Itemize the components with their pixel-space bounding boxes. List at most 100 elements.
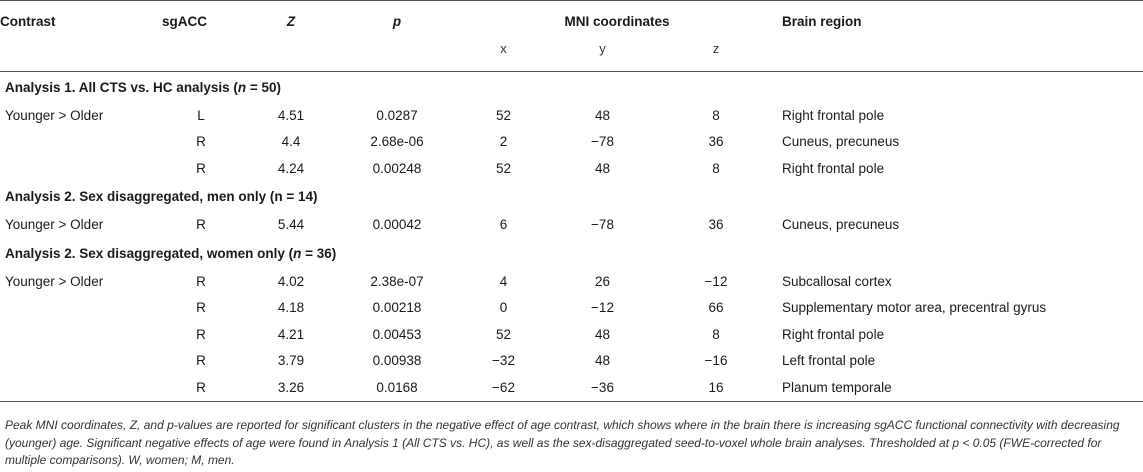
cell-sgacc: L [197, 107, 205, 123]
cell-p-value: 0.00248 [372, 160, 422, 176]
cell-z-score: 4.02 [277, 273, 305, 289]
section-title-prefix: Analysis 2. Sex disaggregated, women onl… [5, 245, 294, 261]
cell-sgacc: R [162, 374, 240, 402]
cell-p-value: 0.00218 [372, 300, 422, 316]
cell-x: 2 [499, 134, 508, 150]
cell-x: 52 [495, 160, 512, 176]
cell-z-score: 4.18 [277, 300, 305, 316]
cell-brain-region: Subcallosal cortex [782, 273, 892, 289]
section-title-suffix: = 50) [246, 79, 281, 95]
cell-z-score: 4.21 [277, 326, 305, 342]
section-header: Analysis 1. All CTS vs. HC analysis (n =… [0, 72, 1143, 103]
cell-brain-region: Cuneus, precuneus [782, 134, 900, 150]
header-z-coordinate: z [650, 41, 783, 72]
cell-contrast [0, 321, 162, 348]
cell-contrast [0, 348, 162, 375]
cell-y: −36 [555, 374, 650, 402]
cell-z-coordinate: −16 [704, 353, 728, 369]
table-row: Younger > Older L 4.51 0.0287 52 48 8 Right fro… [0, 102, 1143, 129]
section-title-suffix: = 36) [301, 245, 337, 261]
cell-y: 48 [594, 353, 611, 369]
cell-z-score: 3.79 [277, 353, 305, 369]
table-row: R 4.18 0.00218 0 −12 66 Supplementary motor ar… [0, 295, 1143, 322]
cell-z-coordinate: −12 [704, 273, 728, 289]
cell-contrast: Younger > Older [5, 107, 104, 123]
table-row: R 4.4 2.68e-06 2 −78 36 Cuneus, precuneus [0, 129, 1143, 156]
table-row: R 3.79 0.00938 −32 48 −16 Left frontal pole [0, 348, 1143, 375]
table-row: R 3.26 0.0168 −62 −36 16 Planum temporale [0, 374, 1143, 402]
cell-sgacc: R [196, 273, 206, 289]
table-row: R 4.24 0.00248 52 48 8 Right frontal pole [0, 155, 1143, 182]
cell-p-value: 0.0287 [376, 107, 418, 123]
section-header: Analysis 2. Sex disaggregated, men only … [0, 182, 1143, 212]
section-title-prefix: Analysis 1. All CTS vs. HC analysis ( [5, 79, 238, 95]
cell-y: −78 [591, 134, 614, 150]
cell-brain-region: Right frontal pole [782, 107, 885, 123]
cell-contrast [0, 155, 162, 182]
cell-z-coordinate: 36 [708, 217, 724, 233]
table-header: Contrast sgACC Z p MNI coordinates Brain… [0, 0, 1143, 72]
cell-y: 48 [594, 160, 611, 176]
results-table: Contrast sgACC Z p MNI coordinates Brain… [0, 0, 1143, 402]
header-z: Z [286, 13, 296, 29]
table-footnote: Peak MNI coordinates, Z, and p-values ar… [5, 418, 1120, 467]
cell-p-value: 0.00042 [372, 217, 422, 233]
cell-z-coordinate: 16 [650, 374, 783, 402]
cell-brain-region: Cuneus, precuneus [782, 217, 900, 233]
table-body: Analysis 1. All CTS vs. HC analysis (n =… [0, 72, 1143, 402]
cell-y: −78 [591, 217, 614, 233]
cell-z-score: 4.24 [277, 160, 305, 176]
cell-z-coordinate: 8 [712, 326, 720, 342]
cell-sgacc: R [196, 300, 206, 316]
cell-brain-region: Right frontal pole [782, 326, 885, 342]
cell-sgacc: R [196, 353, 206, 369]
cell-z-coordinate: 36 [708, 134, 724, 150]
cell-z-coordinate: 8 [712, 107, 720, 123]
cell-contrast [0, 374, 162, 402]
cell-sgacc: R [196, 217, 206, 233]
cell-x: 6 [499, 217, 508, 233]
header-x: x [452, 41, 555, 72]
cell-p-value: 2.68e-06 [370, 134, 424, 150]
cell-x: 0 [499, 300, 508, 316]
section-title: Analysis 2. Sex disaggregated, men only … [0, 182, 1143, 212]
cell-x: 52 [495, 326, 512, 342]
cell-y: 48 [594, 326, 611, 342]
cell-x: 4 [499, 273, 508, 289]
cell-sgacc: R [196, 326, 206, 342]
section-title-prefix: Analysis 2. Sex disaggregated, men only … [5, 189, 318, 204]
cell-brain-region: Right frontal pole [782, 160, 885, 176]
header-p: p [392, 13, 402, 29]
cell-contrast [0, 129, 162, 156]
section-title-n: n [293, 245, 302, 261]
cell-contrast [0, 295, 162, 322]
section-header: Analysis 2. Sex disaggregated, women onl… [0, 238, 1143, 268]
cell-x: −32 [492, 353, 515, 369]
cell-brain-region: Left frontal pole [782, 353, 876, 369]
cell-p-value: 2.38e-07 [370, 273, 424, 289]
cell-y: −12 [591, 300, 614, 316]
cell-brain-region: Supplementary motor area, precentral gyr… [782, 300, 1047, 316]
cell-y: 48 [594, 107, 611, 123]
table-row: R 4.21 0.00453 52 48 8 Right frontal pole [0, 321, 1143, 348]
results-table-container: Contrast sgACC Z p MNI coordinates Brain… [0, 0, 1143, 402]
header-mni-coordinates: MNI coordinates [564, 13, 670, 29]
header-y: y [555, 41, 650, 72]
header-contrast: Contrast [0, 13, 56, 29]
section-title: Analysis 2. Sex disaggregated, women onl… [0, 238, 1143, 268]
cell-sgacc: R [196, 160, 206, 176]
cell-z-score: 5.44 [277, 217, 305, 233]
table-row: Younger > Older R 4.02 2.38e-07 4 26 −12 Subcal… [0, 268, 1143, 295]
section-title: Analysis 1. All CTS vs. HC analysis (n =… [0, 72, 1143, 103]
cell-contrast: Younger > Older [5, 217, 104, 233]
cell-x: −62 [452, 374, 555, 402]
cell-p-value: 0.0168 [342, 374, 452, 402]
section-title-n: n [237, 79, 247, 95]
header-brain-region: Brain region [782, 13, 862, 29]
header-sgacc: sgACC [162, 13, 208, 29]
table-row: Younger > Older R 5.44 0.00042 6 −78 36 Cuneus,… [0, 212, 1143, 239]
cell-z-coordinate: 66 [708, 300, 724, 316]
cell-p-value: 0.00453 [372, 326, 422, 342]
cell-y: 26 [594, 273, 611, 289]
cell-x: 52 [495, 107, 512, 123]
